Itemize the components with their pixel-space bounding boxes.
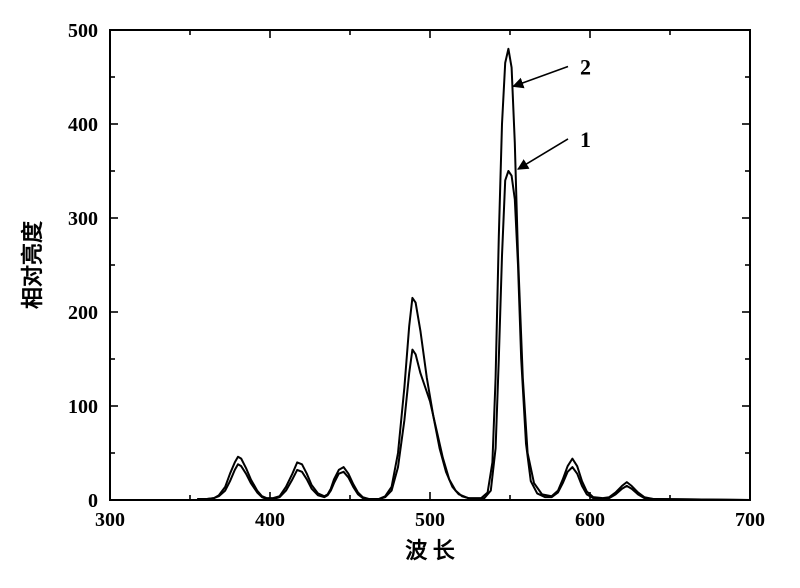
y-tick-label: 200 [68,302,98,324]
spectrum-chart: 300 400 500 600 700 0 100 200 300 400 500 波 长 相对亮度 2 1 [0,0,800,588]
x-tick-label: 500 [415,509,445,531]
y-tick-label: 400 [68,114,98,136]
y-tick-label: 0 [88,490,98,512]
y-tick-label: 100 [68,396,98,418]
x-tick-label: 300 [95,509,125,531]
annotation-label: 1 [580,127,591,152]
x-tick-label: 400 [255,509,285,531]
x-tick-label: 700 [735,509,765,531]
y-tick-label: 500 [68,20,98,42]
x-axis-label: 波 长 [405,538,456,563]
y-tick-label: 300 [68,208,98,230]
x-tick-label: 600 [575,509,605,531]
annotation-label: 2 [580,55,591,80]
y-axis-label: 相对亮度 [20,220,45,309]
